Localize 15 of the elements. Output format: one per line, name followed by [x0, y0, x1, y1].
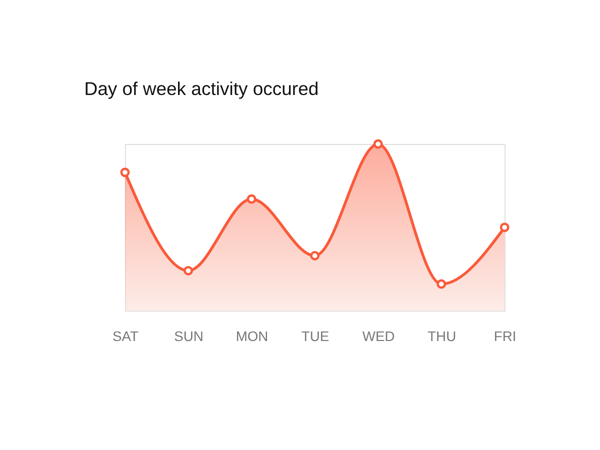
- point: [120, 168, 130, 178]
- point: [436, 279, 446, 289]
- point: [310, 250, 320, 260]
- point: [246, 194, 256, 204]
- point: [184, 266, 194, 276]
- point: [500, 222, 510, 232]
- x-tick-label: THU: [428, 328, 456, 344]
- x-tick-label: TUE: [301, 328, 330, 344]
- x-tick-label: WED: [362, 328, 395, 344]
- chart-title: Day of week activity occured: [84, 78, 319, 100]
- x-tick-label: MON: [236, 328, 268, 344]
- x-tick-label: SAT: [112, 328, 139, 344]
- point: [373, 139, 383, 149]
- x-tick-label: FRI: [494, 328, 516, 344]
- x-tick-label: SUN: [174, 328, 204, 344]
